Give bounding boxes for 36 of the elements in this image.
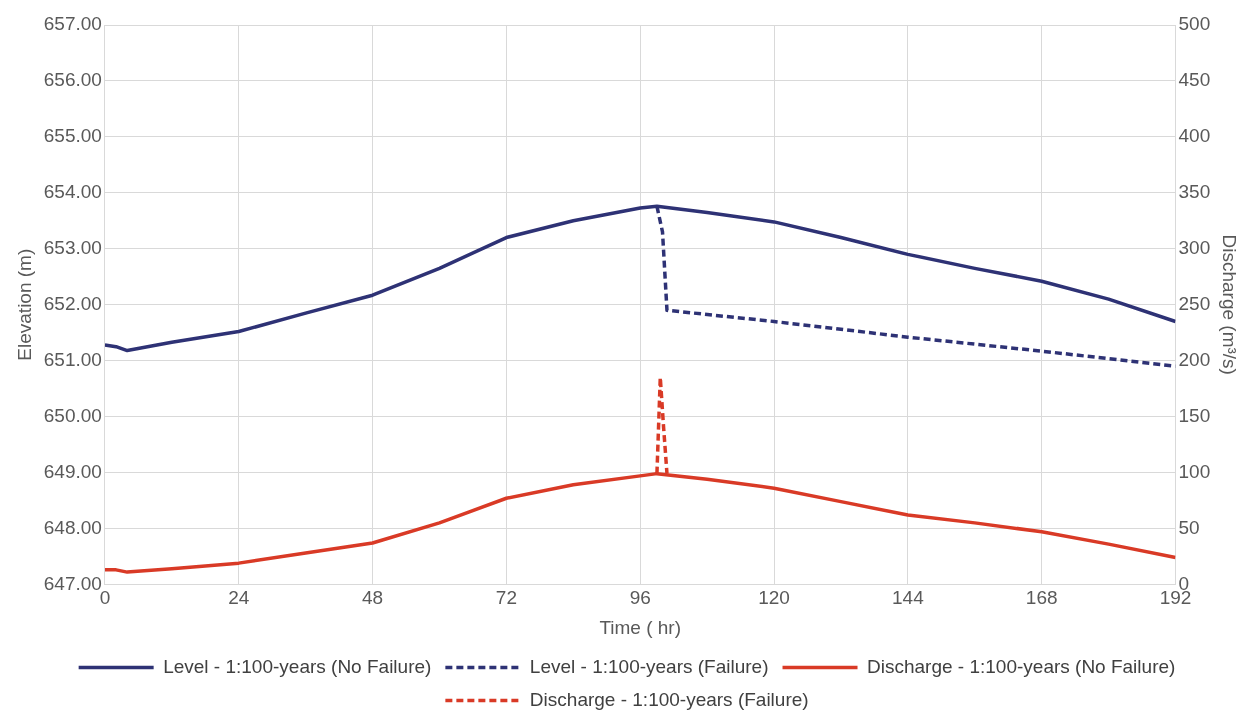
legend-label: Level - 1:100-years (Failure) (529, 655, 769, 677)
y2-tick-label: 100 (1178, 460, 1211, 482)
y-tick-label: 656.00 (43, 69, 102, 91)
y-tick-label: 647.00 (43, 572, 102, 594)
x-tick-label: 120 (758, 587, 790, 609)
x-tick-label: 96 (629, 587, 651, 609)
legend-label: Discharge - 1:100-years (Failure) (529, 688, 809, 710)
y2-tick-label: 350 (1178, 181, 1211, 203)
y-tick-label: 657.00 (43, 13, 102, 35)
y-tick-label: 649.00 (43, 460, 102, 482)
y2-tick-label: 150 (1178, 404, 1211, 426)
y2-tick-label: 450 (1178, 69, 1211, 91)
y-tick-label: 651.00 (43, 348, 102, 370)
y-tick-label: 652.00 (43, 292, 102, 314)
y-tick-label: 655.00 (43, 125, 102, 147)
y-tick-label: 648.00 (43, 516, 102, 538)
y-tick-label: 654.00 (43, 181, 102, 203)
x-axis-title: Time ( hr) (599, 616, 682, 638)
y2-tick-label: 50 (1178, 516, 1200, 538)
y2-axis-title: Discharge (m³/s) (1219, 234, 1241, 375)
y2-tick-label: 500 (1178, 13, 1211, 35)
y2-tick-label: 200 (1178, 348, 1211, 370)
y2-tick-label: 400 (1178, 125, 1211, 147)
y-axis-title: Elevation (m) (13, 248, 35, 361)
legend-label: Level - 1:100-years (No Failure) (163, 655, 432, 677)
x-tick-label: 48 (361, 587, 384, 609)
x-tick-label: 144 (892, 587, 925, 609)
y2-tick-label: 250 (1178, 292, 1211, 314)
x-tick-label: 168 (1025, 587, 1058, 609)
y2-tick-label: 300 (1178, 236, 1211, 258)
legend-label: Discharge - 1:100-years (No Failure) (867, 655, 1176, 677)
y-tick-label: 653.00 (43, 236, 102, 258)
x-tick-label: 72 (495, 587, 517, 609)
y-tick-label: 650.00 (43, 404, 102, 426)
x-tick-label: 24 (228, 587, 250, 609)
x-tick-label: 0 (99, 587, 111, 609)
